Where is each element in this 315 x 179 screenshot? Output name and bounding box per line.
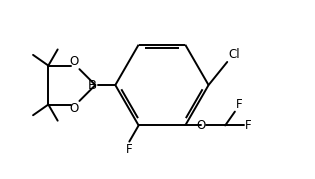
Text: O: O — [69, 102, 78, 115]
Text: F: F — [126, 143, 133, 156]
Text: F: F — [245, 119, 251, 132]
Text: O: O — [69, 55, 78, 68]
Text: Cl: Cl — [228, 48, 240, 61]
Text: F: F — [236, 98, 243, 111]
Text: B: B — [88, 79, 97, 92]
Text: O: O — [196, 119, 205, 132]
